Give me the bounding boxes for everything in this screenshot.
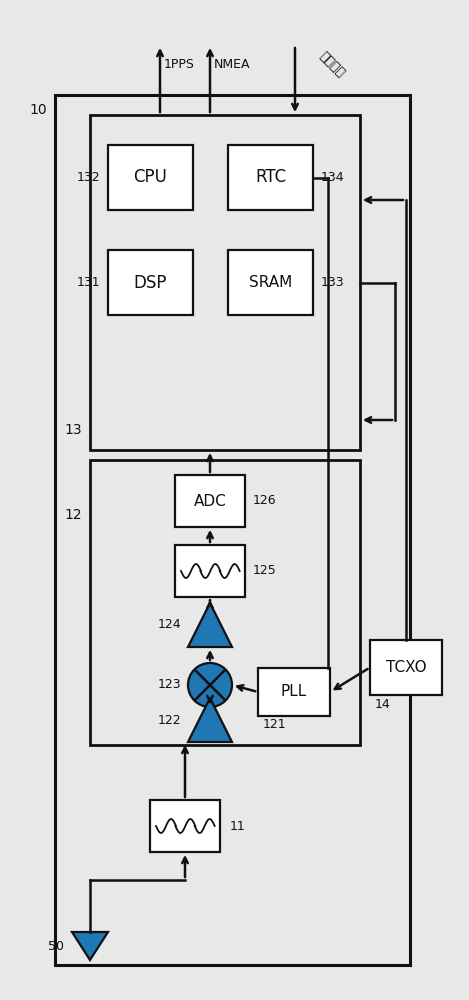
Bar: [228, 250, 313, 315]
Text: 131: 131: [76, 276, 100, 289]
Bar: [108, 145, 193, 210]
Text: CPU: CPU: [134, 168, 167, 186]
Bar: [90, 115, 360, 450]
Text: 10: 10: [30, 103, 47, 117]
Circle shape: [188, 663, 232, 707]
Text: 122: 122: [158, 714, 182, 726]
Bar: [175, 545, 245, 597]
Bar: [150, 800, 220, 852]
Text: 132: 132: [76, 171, 100, 184]
Text: 12: 12: [64, 508, 82, 522]
Text: 11: 11: [230, 820, 246, 832]
Bar: [258, 668, 330, 716]
Bar: [175, 475, 245, 527]
Text: 125: 125: [253, 564, 277, 578]
Text: PLL: PLL: [281, 684, 307, 700]
Text: TCXO: TCXO: [386, 660, 426, 675]
Polygon shape: [72, 932, 108, 960]
Text: 14: 14: [375, 698, 391, 712]
Text: 制御命令: 制御命令: [317, 50, 348, 80]
Text: DSP: DSP: [134, 273, 167, 292]
Bar: [228, 145, 313, 210]
Text: 134: 134: [321, 171, 345, 184]
Text: ADC: ADC: [194, 493, 227, 508]
Text: RTC: RTC: [255, 168, 286, 186]
Text: 50: 50: [48, 940, 64, 952]
Bar: [55, 95, 410, 965]
Text: 133: 133: [321, 276, 345, 289]
Polygon shape: [188, 698, 232, 742]
Bar: [370, 640, 442, 695]
Text: NMEA: NMEA: [214, 58, 250, 72]
Text: 123: 123: [158, 678, 182, 692]
Bar: [108, 250, 193, 315]
Bar: [90, 460, 360, 745]
Polygon shape: [188, 603, 232, 647]
Text: 121: 121: [263, 718, 287, 730]
Text: 13: 13: [64, 423, 82, 437]
Text: SRAM: SRAM: [249, 275, 292, 290]
Text: 124: 124: [158, 618, 182, 632]
Text: 126: 126: [253, 494, 277, 508]
Text: 1PPS: 1PPS: [164, 58, 195, 72]
